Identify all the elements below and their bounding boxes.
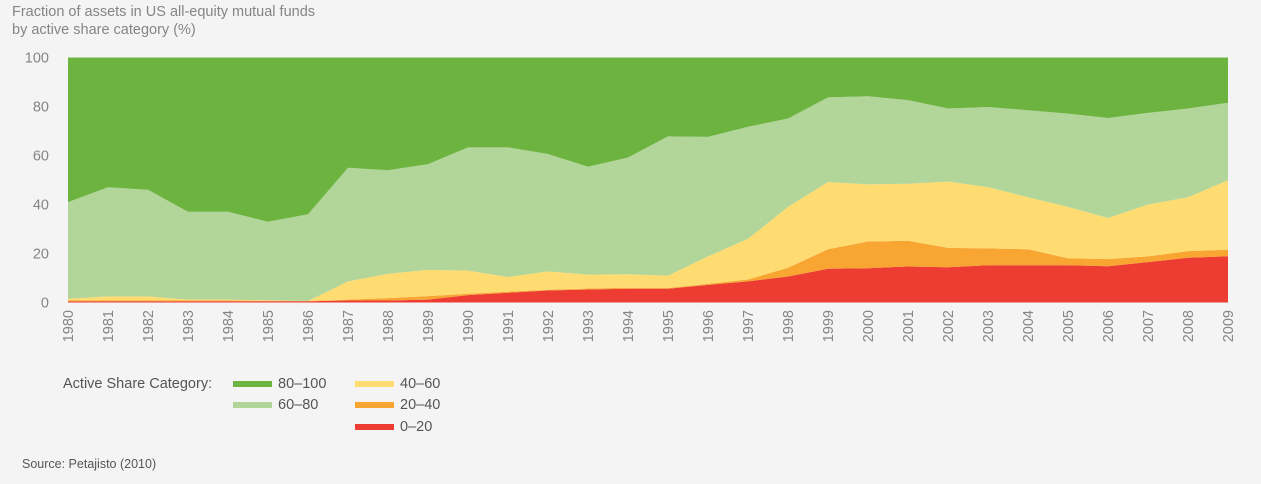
x-axis-ticks: 1980 1981 1982 1983 1984 1985 1986 1987 1988 1989… — [61, 310, 1237, 342]
x-tick-label: 1988 — [381, 310, 397, 342]
x-tick-label: 2002 — [941, 310, 957, 342]
y-tick-label: 80 — [33, 100, 49, 116]
legend-item: 20–40 — [355, 397, 440, 413]
x-tick-label: 1999 — [821, 310, 837, 342]
x-tick-label: 1996 — [701, 310, 717, 342]
legend-swatch — [355, 381, 394, 387]
x-tick-label: 2007 — [1141, 310, 1157, 342]
x-tick-label: 2008 — [1181, 310, 1197, 342]
x-tick-label: 2000 — [861, 310, 877, 342]
y-axis-ticks: 0 20 40 60 80 100 — [25, 51, 49, 312]
x-tick-label: 1980 — [61, 310, 77, 342]
y-tick-label: 60 — [33, 149, 49, 165]
x-tick-label: 1992 — [541, 310, 557, 342]
x-tick-label: 2003 — [981, 310, 997, 342]
legend-label: 20–40 — [400, 397, 441, 413]
legend-item: 0–20 — [355, 419, 432, 435]
x-tick-label: 1981 — [101, 310, 117, 342]
y-tick-label: 100 — [25, 51, 49, 67]
x-tick-label: 2005 — [1061, 310, 1077, 342]
area-layers — [68, 57, 1228, 303]
x-tick-label: 1987 — [341, 310, 357, 342]
chart-title-line-2: by active share category (%) — [12, 22, 196, 38]
x-tick-label: 1995 — [661, 310, 677, 342]
x-tick-label: 1984 — [221, 310, 237, 342]
area-80-100 — [68, 57, 1228, 222]
legend-label: 40–60 — [400, 376, 441, 392]
chart-title-line-1: Fraction of assets in US all-equity mutu… — [12, 4, 316, 20]
area-0-20 — [68, 256, 1228, 303]
area-60-80 — [68, 96, 1228, 301]
x-tick-label: 1985 — [261, 310, 277, 342]
source-note: Source: Petajisto (2010) — [22, 457, 157, 471]
x-tick-label: 1986 — [301, 310, 317, 342]
legend-label: 0–20 — [400, 419, 433, 435]
legend-item: 80–100 — [233, 376, 326, 392]
area-40-60 — [68, 180, 1228, 301]
y-tick-label: 40 — [33, 198, 49, 214]
y-tick-label: 20 — [33, 247, 49, 263]
x-tick-label: 1991 — [501, 310, 517, 342]
legend-swatch — [355, 402, 394, 408]
y-tick-label: 0 — [41, 296, 49, 312]
x-tick-label: 1982 — [141, 310, 157, 342]
legend-swatch — [233, 402, 272, 408]
legend-label: 60–80 — [278, 397, 319, 413]
x-tick-label: 1998 — [781, 310, 797, 342]
x-tick-label: 1983 — [181, 310, 197, 342]
x-tick-label: 2006 — [1101, 310, 1117, 342]
x-tick-label: 1993 — [581, 310, 597, 342]
legend-title: Active Share Category: — [63, 376, 213, 392]
x-tick-label: 1994 — [621, 310, 637, 342]
legend-label: 80–100 — [278, 376, 327, 392]
legend-item: 40–60 — [355, 376, 440, 392]
x-tick-label: 2001 — [901, 310, 917, 342]
legend-item: 60–80 — [233, 397, 318, 413]
chart-title: Fraction of assets in US all-equity mutu… — [12, 3, 315, 39]
x-tick-label: 2009 — [1221, 310, 1237, 342]
legend-swatch — [355, 424, 394, 430]
area-20-40 — [68, 240, 1228, 302]
x-tick-label: 1989 — [421, 310, 437, 342]
x-tick-label: 1997 — [741, 310, 757, 342]
legend-swatch — [233, 381, 272, 387]
x-tick-label: 1990 — [461, 310, 477, 342]
x-tick-label: 2004 — [1021, 310, 1037, 342]
